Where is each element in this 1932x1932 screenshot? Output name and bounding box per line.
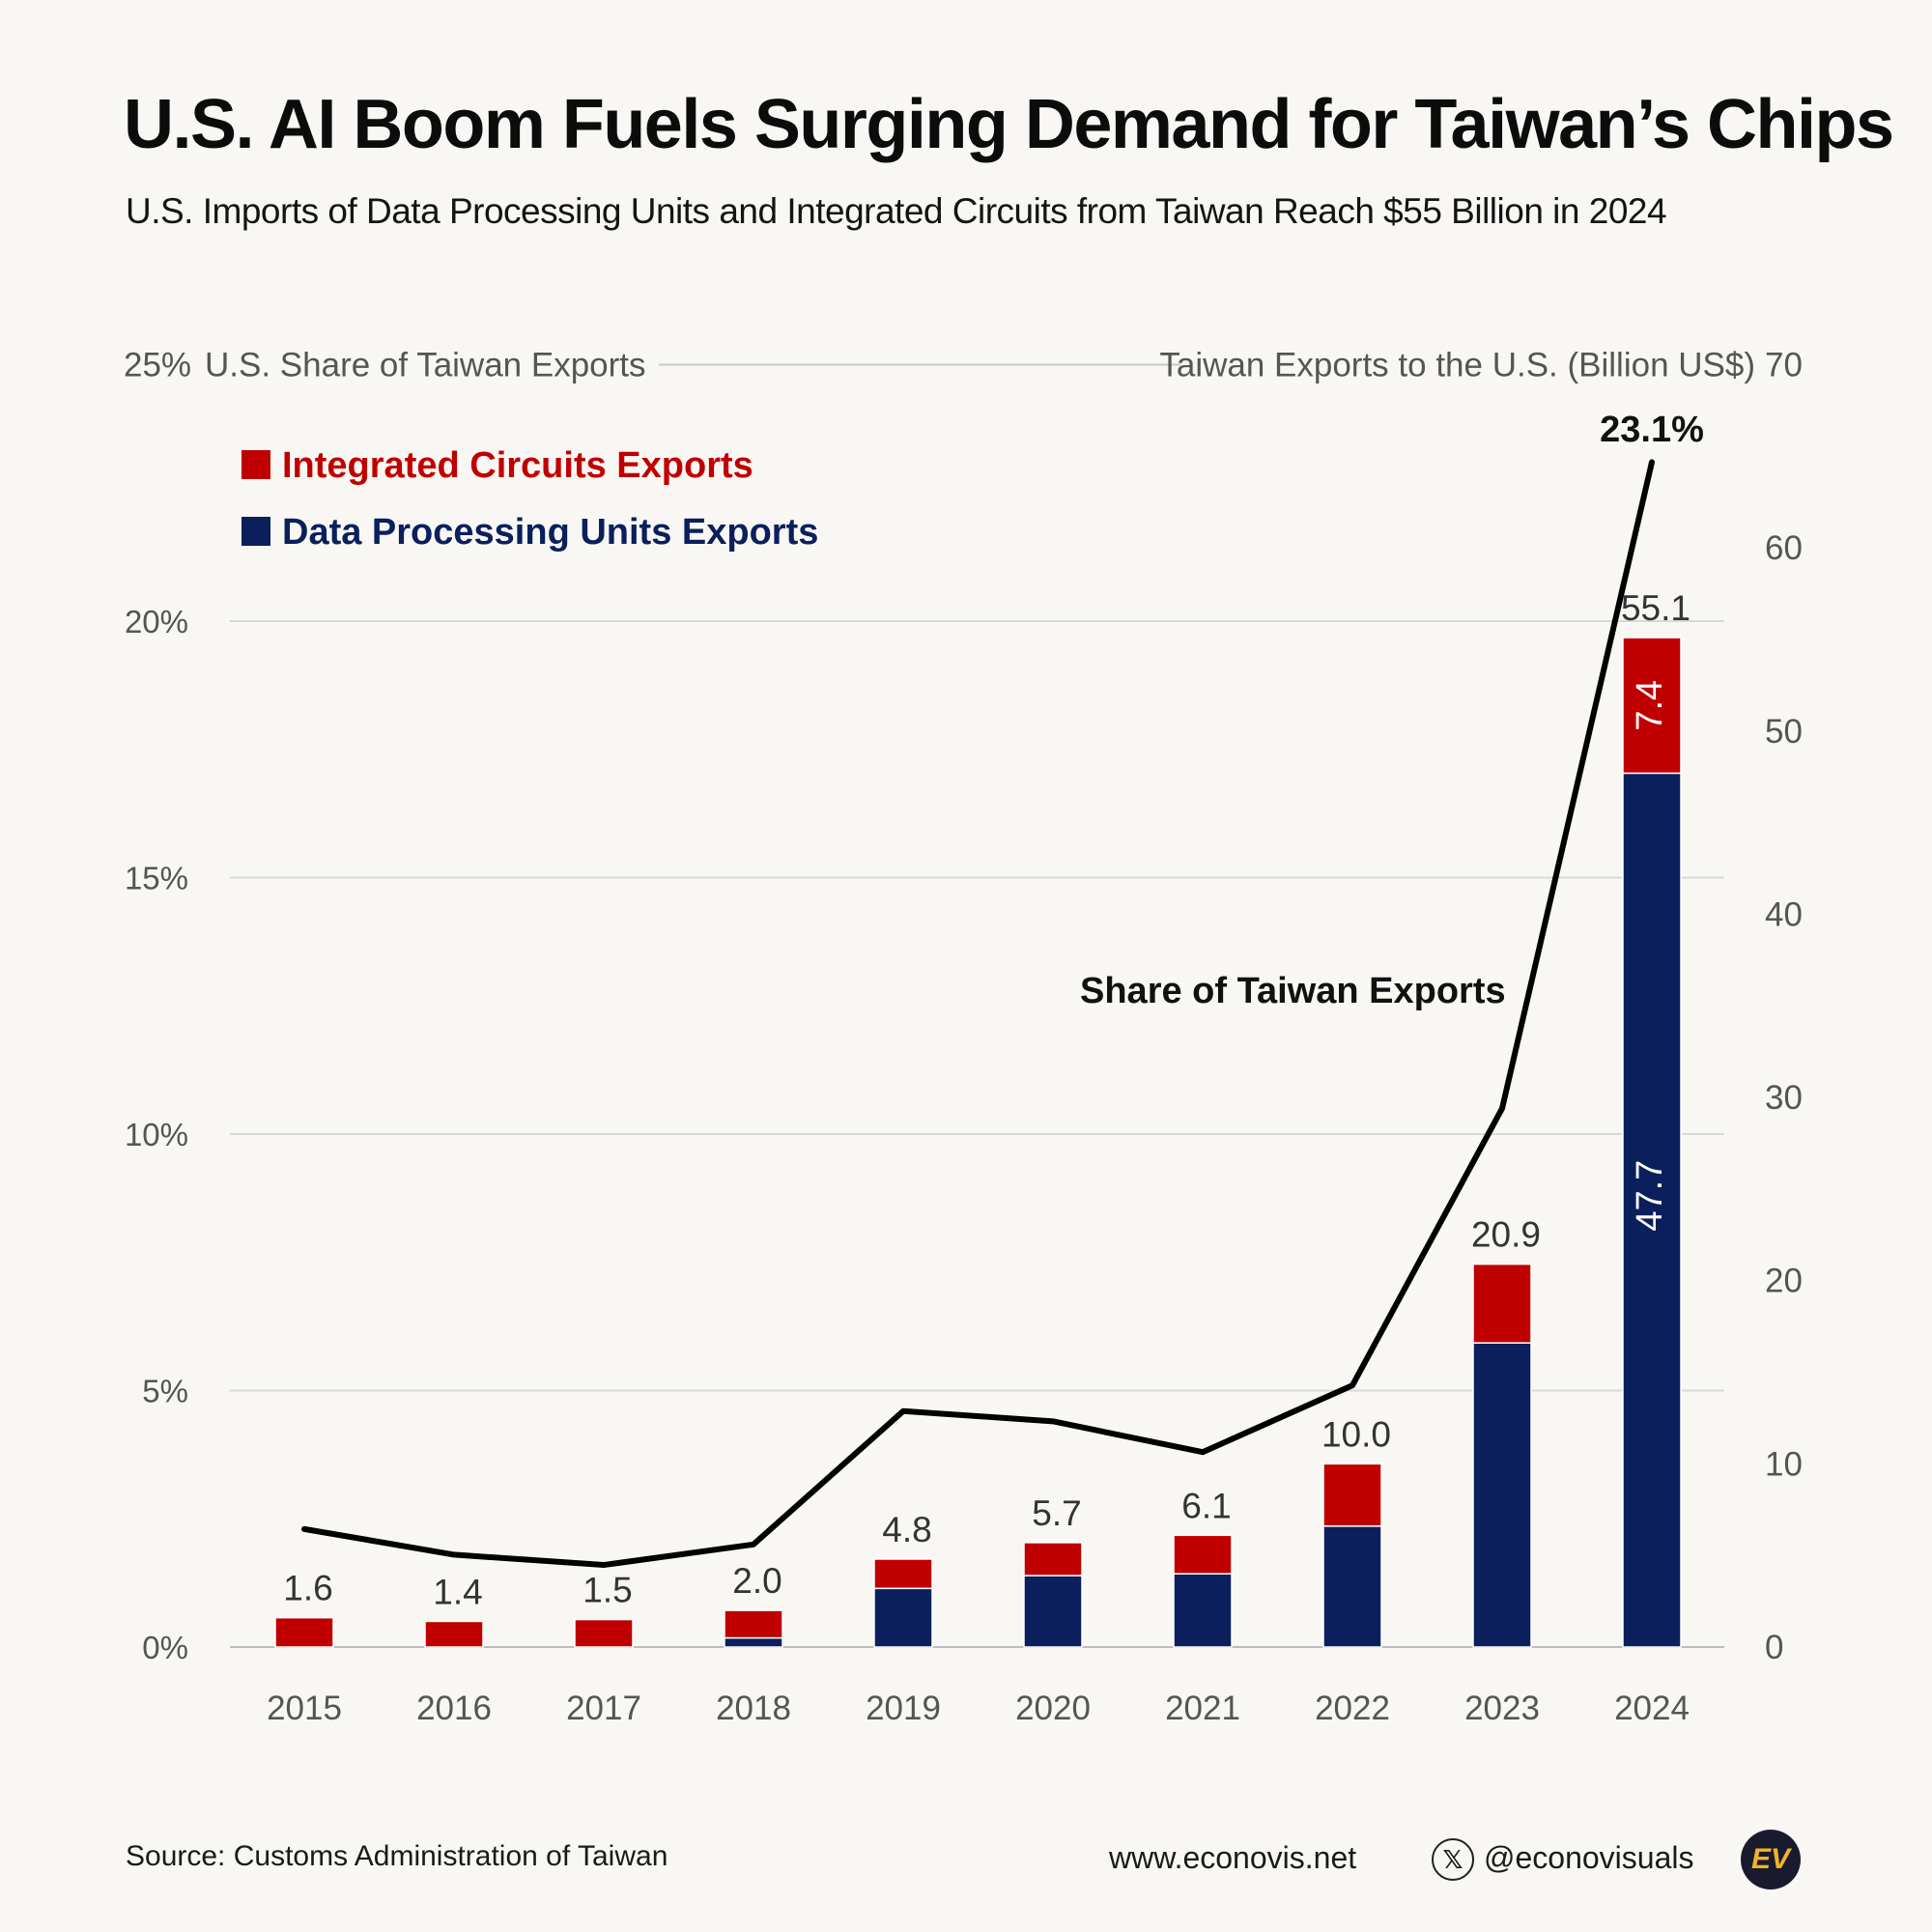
bar-ic [424, 1620, 484, 1648]
bar-ic [1023, 1542, 1083, 1577]
bar-ic [1173, 1534, 1233, 1575]
bar-dpu [873, 1587, 933, 1648]
right-axis-tick: 10 [1765, 1445, 1803, 1483]
right-axis-tick: 40 [1765, 895, 1803, 933]
total-label: 2.0 [732, 1561, 781, 1601]
category-label: 2019 [866, 1690, 941, 1727]
right-axis-tick: 0 [1765, 1629, 1783, 1666]
total-label: 20.9 [1471, 1215, 1541, 1255]
econovis-logo: EV [1741, 1830, 1801, 1889]
chart-title: U.S. AI Boom Fuels Surging Demand for Ta… [124, 86, 1894, 163]
bar-dpu [1023, 1575, 1083, 1648]
social-handle[interactable]: @econovisuals [1484, 1840, 1694, 1875]
bar-ic [1472, 1263, 1532, 1344]
bar-ic [274, 1616, 334, 1648]
right-axis-tick: 50 [1765, 713, 1803, 751]
share-line-label: Share of Taiwan Exports [1080, 971, 1506, 1011]
chart-subtitle: U.S. Imports of Data Processing Units an… [126, 191, 1667, 231]
bar-ic [1622, 637, 1682, 775]
legend-label-dpu: Data Processing Units Exports [282, 512, 818, 553]
right-axis-tick: 30 [1765, 1079, 1803, 1117]
bar-ic [574, 1618, 634, 1648]
source-note: Source: Customs Administration of Taiwan [126, 1840, 668, 1872]
category-label: 2024 [1614, 1690, 1690, 1727]
bar-ic [1322, 1463, 1382, 1527]
left-axis-tick: 0% [142, 1630, 188, 1665]
left-axis-tick: 10% [125, 1117, 188, 1152]
website-link[interactable]: www.econovis.net [1109, 1840, 1357, 1875]
category-label: 2016 [416, 1690, 492, 1727]
segment-label-ic: 7.4 [1630, 680, 1670, 731]
category-label: 2015 [267, 1690, 342, 1727]
category-label: 2017 [566, 1690, 641, 1727]
bar-dpu [1173, 1573, 1233, 1648]
bar-dpu [1622, 772, 1682, 1648]
total-label: 5.7 [1032, 1493, 1081, 1533]
category-label: 2018 [716, 1690, 791, 1727]
total-label: 10.0 [1321, 1414, 1391, 1454]
legend-label-ic: Integrated Circuits Exports [282, 445, 753, 486]
legend-swatch-dpu [242, 517, 270, 546]
segment-label-dpu: 47.7 [1630, 1160, 1670, 1232]
bar-dpu [1322, 1525, 1382, 1648]
total-label: 4.8 [882, 1510, 931, 1549]
category-label: 2020 [1015, 1690, 1091, 1727]
x-logo-icon: 𝕏 [1432, 1838, 1474, 1881]
total-label: 1.4 [433, 1572, 482, 1611]
right-axis-label: Taiwan Exports to the U.S. (Billion US$) [1159, 347, 1755, 384]
bar-ic [724, 1609, 783, 1639]
category-label: 2021 [1165, 1690, 1240, 1727]
right-axis-tick: 70 [1765, 347, 1803, 384]
category-label: 2022 [1315, 1690, 1390, 1727]
bar-dpu [1472, 1342, 1532, 1648]
left-axis-tick: 5% [142, 1374, 188, 1409]
total-label: 1.5 [582, 1571, 632, 1610]
total-label: 1.6 [283, 1569, 332, 1608]
share-line [301, 459, 1655, 1569]
share-end-label: 23.1% [1600, 410, 1704, 450]
right-axis-tick: 60 [1765, 529, 1803, 567]
right-axis-tick: 20 [1765, 1263, 1803, 1300]
left-axis-tick: 20% [125, 604, 188, 639]
left-axis-tick: 15% [125, 861, 188, 896]
bar-dpu [724, 1636, 783, 1648]
legend-swatch-ic [242, 450, 270, 479]
total-label: 6.1 [1181, 1486, 1231, 1525]
bar-ic [873, 1558, 933, 1590]
category-label: 2023 [1464, 1690, 1540, 1727]
left-axis-tick: 25% [124, 347, 191, 384]
total-label: 55.1 [1621, 588, 1690, 628]
left-axis-label: U.S. Share of Taiwan Exports [205, 347, 646, 384]
